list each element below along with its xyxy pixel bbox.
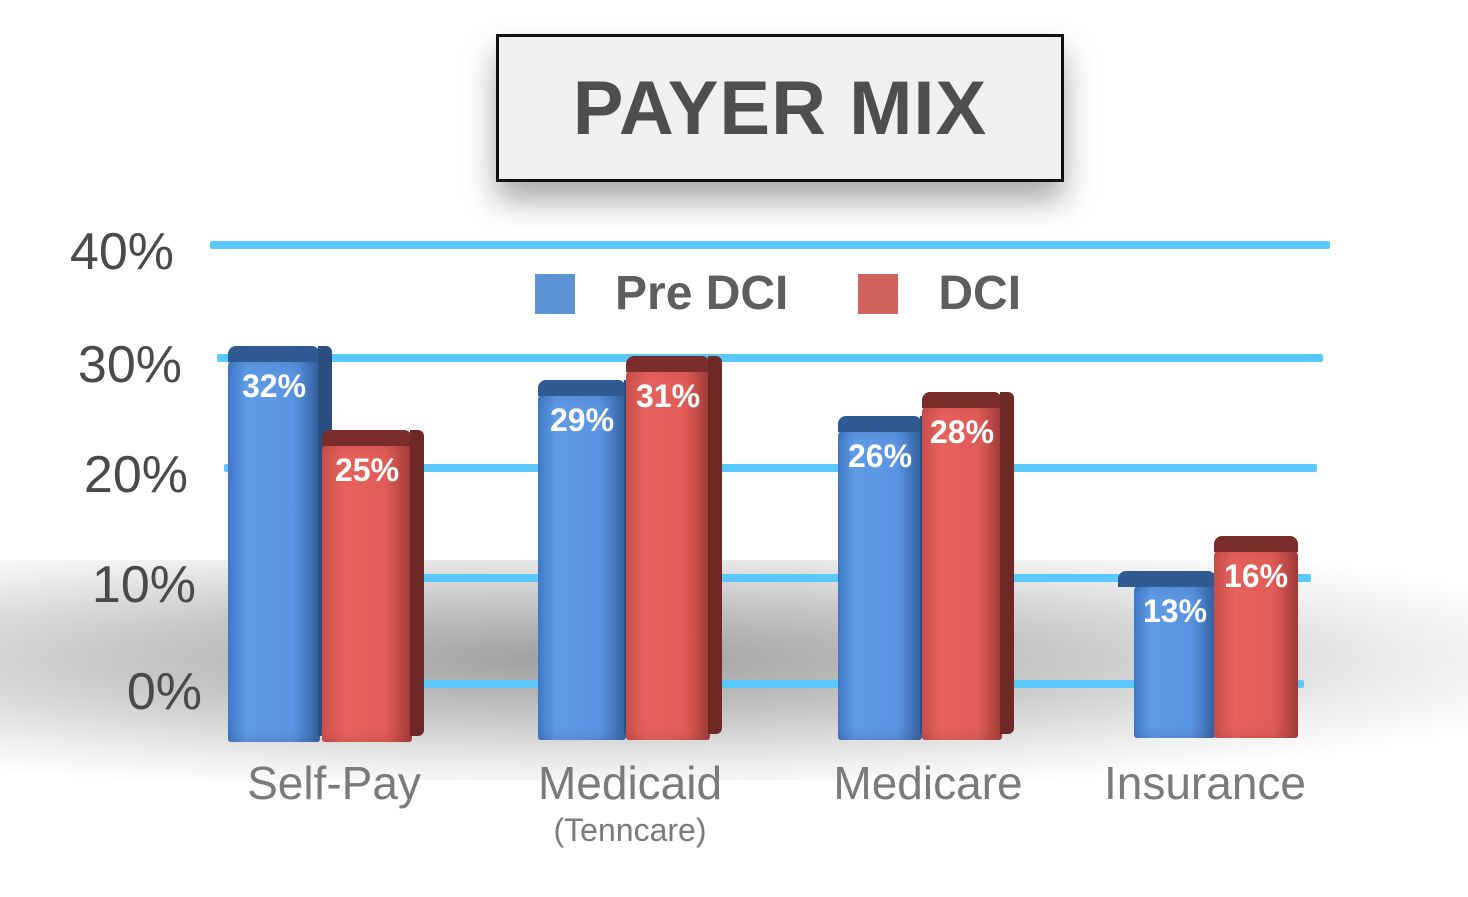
bar-cap (538, 380, 626, 396)
bar-medicaid-pre-dci: 29% (538, 380, 638, 740)
bar-medicaid-dci: 31% (626, 356, 722, 740)
gridline-10 (231, 574, 1311, 582)
bar-medicare-dci: 28% (922, 392, 1014, 740)
bar-side (1000, 392, 1014, 734)
bar-cap (626, 356, 710, 372)
bar-cap (1214, 536, 1298, 552)
gridline-0 (238, 680, 1304, 688)
x-label-medicaid: Medicaid (537, 757, 723, 809)
bar-cap (838, 416, 922, 432)
bar-self-pay-dci: 25% (322, 430, 424, 742)
chart-title-box: PAYER MIX (496, 34, 1064, 182)
bar-value-label: 28% (929, 414, 995, 450)
bar-value-label: 29% (549, 402, 615, 438)
gridline-30 (217, 354, 1323, 362)
legend-item-pre-dci: Pre DCI (535, 266, 788, 321)
gridline-40 (210, 241, 1330, 249)
bar-value-label: 13% (1142, 593, 1208, 629)
x-label-self-pay: Self-Pay (247, 757, 421, 809)
bar-value-label: 32% (241, 368, 307, 404)
bar-cap (322, 430, 412, 446)
y-tick-20: 20% (83, 446, 188, 504)
bar-value-label: 26% (847, 438, 913, 474)
bar-cap (228, 346, 320, 362)
bar-value-label: 25% (334, 452, 400, 488)
chart-legend: Pre DCI DCI (535, 266, 1091, 321)
y-tick-30: 30% (77, 336, 182, 394)
y-tick-10: 10% (91, 556, 196, 614)
bar-cap (1118, 571, 1216, 587)
legend-item-dci: DCI (858, 266, 1021, 321)
gridline-20 (224, 464, 1317, 472)
legend-swatch-red-icon (858, 273, 899, 314)
y-tick-0: 0% (126, 663, 202, 721)
bar-cap (922, 392, 1002, 408)
bar-medicare-pre-dci: 26% (838, 416, 934, 740)
legend-swatch-blue-icon (535, 273, 575, 314)
bar-side (410, 430, 424, 736)
legend-label: Pre DCI (615, 267, 789, 320)
chart-title: PAYER MIX (572, 65, 988, 151)
bar-insurance-pre-dci: 13% (1118, 571, 1216, 738)
x-label-insurance: Insurance (1103, 757, 1306, 809)
x-sublabel-medicaid: (Tenncare) (553, 812, 707, 848)
bar-insurance-dci: 16% (1214, 536, 1298, 738)
legend-label: DCI (938, 267, 1022, 320)
bar-value-label: 31% (635, 378, 701, 414)
y-tick-40: 40% (69, 223, 174, 281)
bar-value-label: 16% (1223, 558, 1289, 594)
x-label-medicare: Medicare (833, 757, 1023, 809)
bar-side (708, 356, 722, 734)
bar-self-pay-pre-dci: 32% (228, 346, 332, 742)
